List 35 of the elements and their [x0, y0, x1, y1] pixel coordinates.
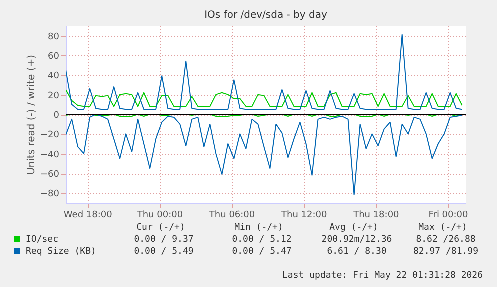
- text: Max (-/+): [418, 223, 468, 233]
- x-tick-label: Wed 18:00: [64, 210, 113, 220]
- text: 0.00 / 9.37: [134, 235, 194, 245]
- text: 82.97 /81.99: [413, 247, 479, 257]
- y-tick-label: 0: [54, 111, 60, 121]
- text: 200.92m/12.36: [322, 235, 392, 245]
- text: Avg (-/+): [330, 223, 378, 233]
- text: 0.00 / 5.12: [232, 235, 292, 245]
- y-tick-label: 60: [48, 52, 60, 62]
- y-tick-label: 20: [48, 91, 60, 102]
- y-axis-title: Units read (-) / write (+): [26, 54, 38, 176]
- legend-label: IO/sec: [26, 235, 59, 245]
- y-tick-label: 80: [48, 32, 60, 42]
- line-series: [66, 89, 463, 108]
- y-tick-label: −20: [40, 130, 60, 141]
- y-tick-label: −60: [40, 170, 60, 180]
- line-series: [66, 34, 463, 110]
- x-tick-label: Thu 18:00: [352, 210, 400, 220]
- y-tick-label: −40: [40, 150, 60, 160]
- legend-label: Req Size (KB): [26, 247, 96, 257]
- x-tick-label: Thu 00:00: [136, 210, 184, 220]
- x-tick-label: Thu 06:00: [208, 210, 256, 220]
- text: 0.00 / 5.47: [232, 247, 292, 257]
- y-tick-label: 40: [48, 72, 60, 82]
- text: 6.61 / 8.30: [327, 247, 387, 257]
- text: 0.00 / 5.49: [134, 247, 194, 257]
- text: Cur (-/+): [136, 223, 186, 233]
- line-series: [66, 114, 463, 196]
- y-tick-label: −80: [40, 190, 60, 200]
- chart-title: IOs for /dev/sda - by day: [204, 10, 328, 21]
- text: Min (-/+): [234, 223, 284, 233]
- x-tick-label: Fri 00:00: [428, 210, 469, 220]
- text: 8.62 /26.88: [416, 235, 476, 245]
- x-tick-label: Thu 12:00: [280, 210, 328, 220]
- text: Last update: Fri May 22 01:31:28 2026: [282, 271, 483, 281]
